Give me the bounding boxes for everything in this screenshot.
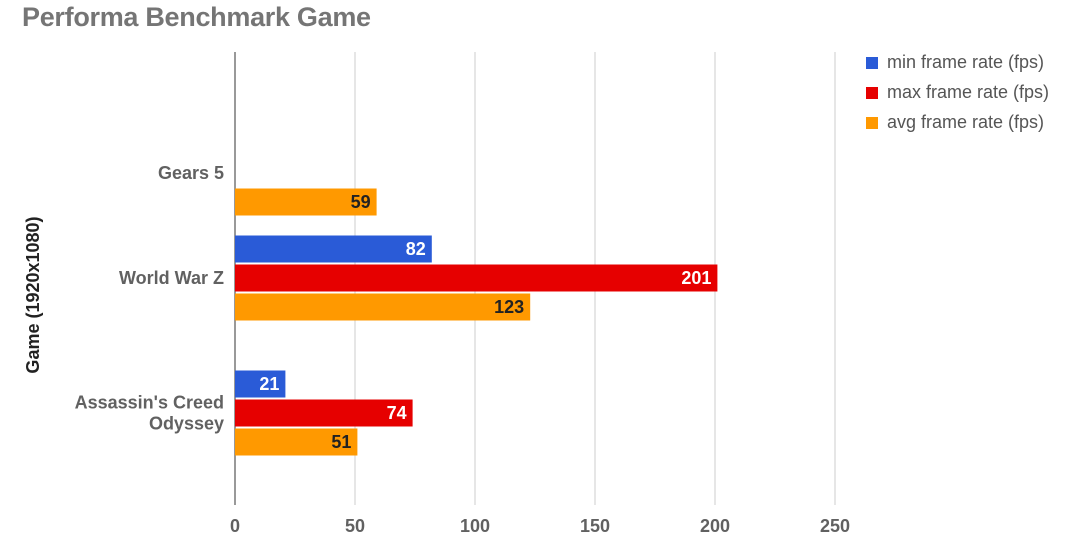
bar-value-label: 74 — [387, 403, 407, 423]
bar — [235, 264, 718, 292]
legend-label: min frame rate (fps) — [887, 52, 1044, 72]
legend-label: avg frame rate (fps) — [887, 112, 1044, 132]
bar-value-label: 201 — [681, 268, 711, 288]
category-label: Gears 5 — [158, 163, 224, 183]
x-tick-label: 100 — [460, 516, 490, 536]
x-tick-label: 50 — [345, 516, 365, 536]
bar — [235, 399, 413, 427]
x-tick-label: 250 — [820, 516, 850, 536]
category-label: Assassin's Creed Odyssey — [75, 393, 224, 434]
legend-swatch — [866, 117, 878, 129]
category-label: World War Z — [119, 268, 224, 288]
bar — [235, 370, 286, 398]
bar-value-label: 82 — [406, 239, 426, 259]
bar-value-label: 59 — [351, 192, 371, 212]
legend: min frame rate (fps) max frame rate (fps)… — [866, 52, 1049, 132]
bar — [235, 188, 377, 216]
legend-swatch — [866, 57, 878, 69]
bars — [235, 188, 718, 456]
bar-value-label: 123 — [494, 297, 524, 317]
x-tick-labels: 0 50 100 150 200 250 — [230, 516, 850, 536]
legend-swatch — [866, 87, 878, 99]
bar-value-label: 51 — [331, 432, 351, 452]
x-tick-label: 150 — [580, 516, 610, 536]
bar-labels: 59 82 201 123 21 74 51 — [259, 192, 711, 452]
category-labels: Gears 5 World War Z Assassin's Creed Odysse… — [75, 163, 224, 434]
bar — [235, 235, 432, 263]
bar — [235, 293, 531, 321]
y-axis-title: Game (1920x1080) — [23, 216, 43, 373]
x-tick-label: 0 — [230, 516, 240, 536]
bar — [235, 428, 358, 456]
chart-title: Performa Benchmark Game — [22, 2, 371, 32]
legend-label: max frame rate (fps) — [887, 82, 1049, 102]
bar-value-label: 21 — [259, 374, 279, 394]
x-tick-label: 200 — [700, 516, 730, 536]
